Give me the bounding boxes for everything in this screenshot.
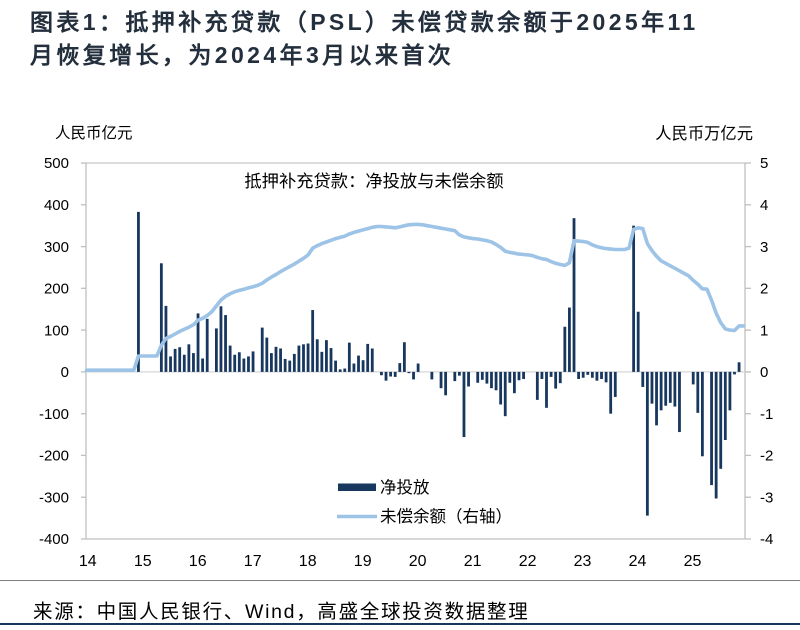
svg-text:300: 300 (44, 239, 69, 256)
svg-text:0: 0 (760, 364, 768, 381)
svg-text:-400: -400 (39, 531, 69, 548)
svg-text:100: 100 (44, 322, 69, 339)
svg-text:抵押补充贷款：净投放与未偿余额: 抵押补充贷款：净投放与未偿余额 (244, 171, 503, 191)
svg-text:1: 1 (760, 322, 768, 339)
svg-text:25: 25 (684, 553, 702, 570)
svg-text:-2: -2 (760, 448, 773, 465)
svg-text:2: 2 (760, 281, 768, 298)
svg-text:200: 200 (44, 281, 69, 298)
svg-text:0: 0 (61, 364, 69, 381)
svg-text:18: 18 (299, 553, 317, 570)
svg-text:-1: -1 (760, 406, 773, 423)
svg-text:500: 500 (44, 155, 69, 172)
svg-text:16: 16 (189, 553, 207, 570)
svg-text:3: 3 (760, 239, 768, 256)
svg-text:400: 400 (44, 197, 69, 214)
svg-text:22: 22 (519, 553, 537, 570)
svg-text:4: 4 (760, 197, 768, 214)
svg-text:19: 19 (354, 553, 372, 570)
svg-text:5: 5 (760, 155, 768, 172)
svg-text:15: 15 (134, 553, 152, 570)
svg-text:17: 17 (244, 553, 262, 570)
svg-text:未偿余额（右轴）: 未偿余额（右轴） (380, 507, 512, 526)
svg-text:20: 20 (409, 553, 427, 570)
svg-text:-4: -4 (760, 531, 773, 548)
svg-text:-3: -3 (760, 489, 773, 506)
svg-text:净投放: 净投放 (380, 478, 430, 497)
svg-text:14: 14 (79, 553, 97, 570)
svg-text:-200: -200 (39, 448, 69, 465)
svg-text:21: 21 (464, 553, 482, 570)
svg-text:-100: -100 (39, 406, 69, 423)
svg-text:24: 24 (629, 553, 647, 570)
svg-text:-300: -300 (39, 489, 69, 506)
svg-text:人民币万亿元: 人民币万亿元 (655, 125, 753, 143)
svg-text:23: 23 (574, 553, 592, 570)
svg-text:人民币亿元: 人民币亿元 (55, 124, 133, 142)
